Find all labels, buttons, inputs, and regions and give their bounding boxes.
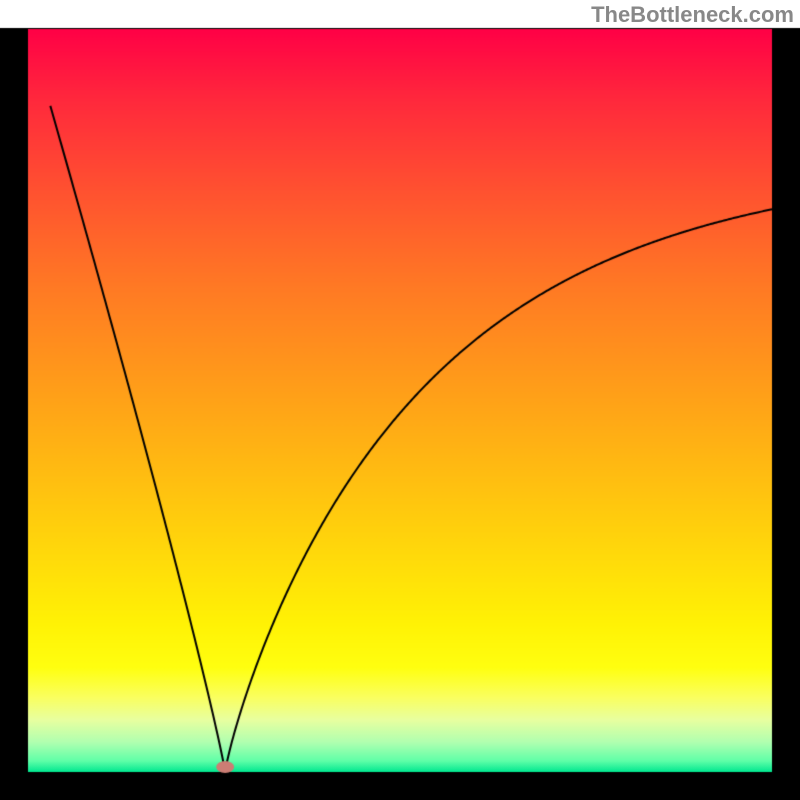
chart-container: TheBottleneck.com (0, 0, 800, 800)
bottleneck-curve-chart (0, 0, 800, 800)
watermark-text: TheBottleneck.com (591, 2, 794, 28)
